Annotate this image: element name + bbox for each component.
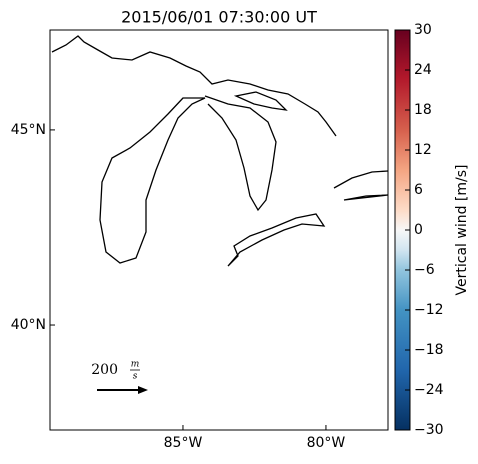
colorbar-tick-label: −18 (414, 342, 444, 358)
colorbar-tick-label: 6 (414, 182, 423, 198)
x-tick-label: 80°W (307, 435, 346, 451)
colorbar-tick-label: −24 (414, 382, 444, 398)
colorbar-tick-label: −30 (414, 422, 444, 438)
colorbar-tick-label: 24 (414, 62, 432, 78)
colorbar-tick-label: 18 (414, 102, 432, 118)
colorbar-tick-label: 30 (414, 22, 432, 38)
colorbar-tick-label: −6 (414, 262, 435, 278)
quiver-key-unit: s (133, 372, 138, 382)
y-tick-label: 45°N (11, 122, 46, 138)
colorbar-tick-label: 12 (414, 142, 432, 158)
x-tick-label: 85°W (164, 435, 203, 451)
map-frame (49, 29, 389, 431)
y-tick-label: 40°N (11, 317, 46, 333)
chart-title: 2015/06/01 07:30:00 UT (121, 8, 317, 27)
coastlines (51, 35, 389, 267)
colorbar-label: Vertical wind [m/s] (454, 165, 470, 296)
quiver-key-head (138, 386, 148, 394)
quiver-key-unit: m (131, 360, 140, 370)
colorbar-tick-label: −12 (414, 302, 444, 318)
colorbar-tick-label: 0 (414, 222, 423, 238)
quiver-key-value: 200 (91, 362, 118, 378)
